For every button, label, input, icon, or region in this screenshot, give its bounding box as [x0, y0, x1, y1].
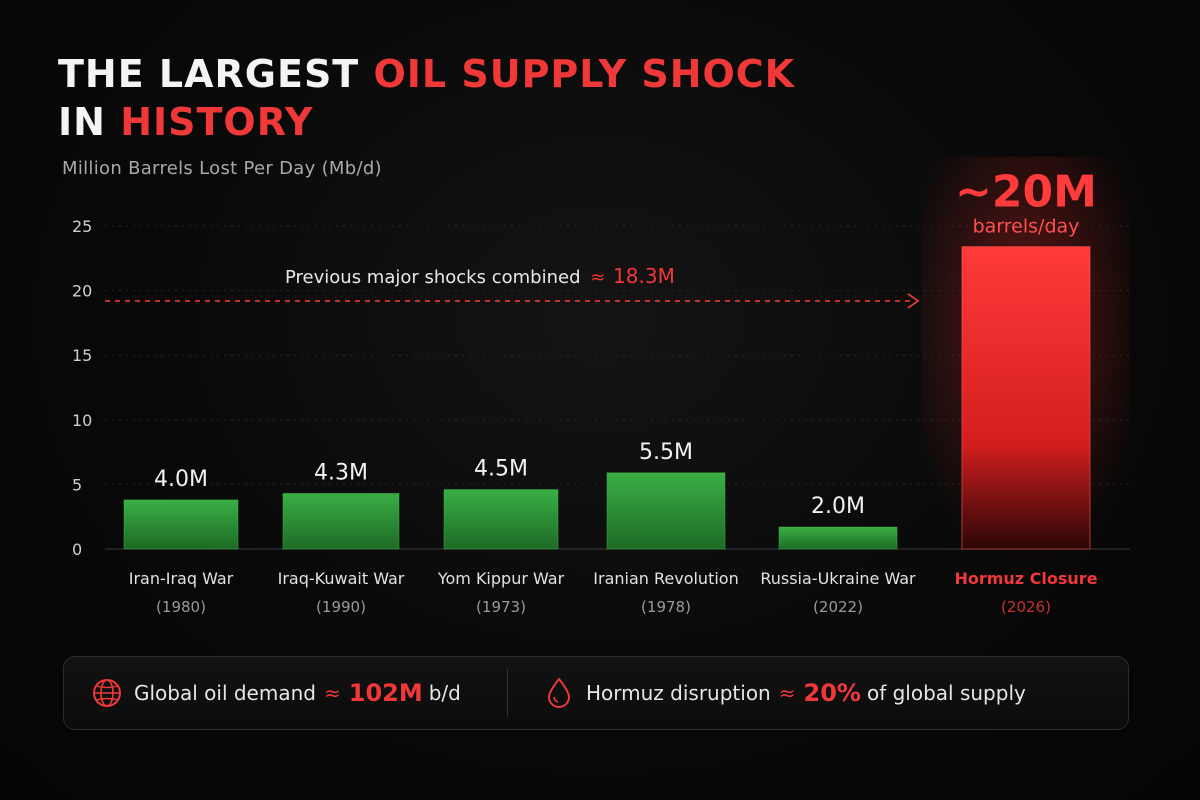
- summary-panel: Global oil demand ≈ 102M b/d Hormuz disr…: [63, 656, 1129, 730]
- x-category-label: Iraq-Kuwait War: [278, 569, 405, 588]
- y-tick-label: 0: [72, 540, 82, 559]
- x-category-year: (1990): [316, 598, 366, 616]
- x-category-label: Iranian Revolution: [593, 569, 738, 588]
- bar-iraq-kuwait-war: [282, 492, 400, 550]
- x-category-year: (1978): [641, 598, 691, 616]
- x-category-label: Russia-Ukraine War: [760, 569, 916, 588]
- reference-annotation: Previous major shocks combined ≈ 18.3M: [285, 264, 675, 288]
- global-demand-unit: b/d: [428, 681, 461, 705]
- data-label: 4.3M: [314, 460, 368, 485]
- data-label: 5.5M: [639, 440, 693, 465]
- x-category-year: (1980): [156, 598, 206, 616]
- hormuz-disruption-stat: Hormuz disruption ≈ 20% of global supply: [542, 657, 1026, 729]
- bar-iran-iraq-war: [123, 499, 239, 550]
- title-line1-red: OIL SUPPLY SHOCK: [373, 52, 796, 96]
- title-line2-white: IN: [58, 100, 106, 144]
- title-line1-white: THE LARGEST: [58, 52, 360, 96]
- bar-yom-kippur-war: [443, 489, 559, 550]
- globe-icon: [90, 676, 124, 710]
- global-demand-value: 102M: [348, 679, 423, 707]
- y-tick-label: 15: [72, 346, 92, 365]
- data-label: 4.5M: [474, 457, 528, 482]
- y-axis-unit-label: Million Barrels Lost Per Day (Mb/d): [62, 158, 382, 179]
- x-category-label: Hormuz Closure: [954, 569, 1097, 588]
- data-label: 2.0M: [811, 494, 865, 519]
- bar-russia-ukraine-war: [778, 526, 898, 550]
- data-sublabel: barrels/day: [973, 216, 1080, 238]
- data-label: 4.0M: [154, 467, 208, 492]
- hormuz-disruption-text: Hormuz disruption: [586, 681, 771, 705]
- reference-arrow-icon: [907, 293, 920, 309]
- global-demand-text: Global oil demand: [134, 681, 316, 705]
- y-tick-label: 20: [72, 282, 92, 301]
- chart-title: THE LARGEST OIL SUPPLY SHOCK IN HISTORY: [58, 50, 795, 146]
- x-category-year: (2026): [1001, 598, 1051, 616]
- x-category-year: (1973): [476, 598, 526, 616]
- hormuz-disruption-approx: ≈: [778, 681, 796, 705]
- bar-iranian-revolution: [606, 472, 726, 550]
- bar-chart: 0 5 10 15 20 25 4.0M Iran-Iraq War (1980) 4.3M Ir…: [72, 156, 1130, 616]
- x-category-year: (2022): [813, 598, 863, 616]
- y-tick-label: 5: [72, 475, 82, 494]
- bar-hormuz-closure: [961, 246, 1091, 550]
- data-label: ~20M: [955, 167, 1097, 218]
- x-category-label: Iran-Iraq War: [129, 569, 234, 588]
- global-demand-stat: Global oil demand ≈ 102M b/d: [90, 657, 461, 729]
- hormuz-disruption-value: 20%: [803, 679, 861, 707]
- y-tick-label: 25: [72, 217, 92, 236]
- x-category-label: Yom Kippur War: [437, 569, 565, 588]
- oil-drop-icon: [542, 676, 576, 710]
- hormuz-disruption-unit: of global supply: [866, 681, 1026, 705]
- y-tick-label: 10: [72, 411, 92, 430]
- global-demand-approx: ≈: [323, 681, 341, 705]
- title-line2-red: HISTORY: [120, 100, 314, 144]
- summary-divider: [507, 669, 508, 717]
